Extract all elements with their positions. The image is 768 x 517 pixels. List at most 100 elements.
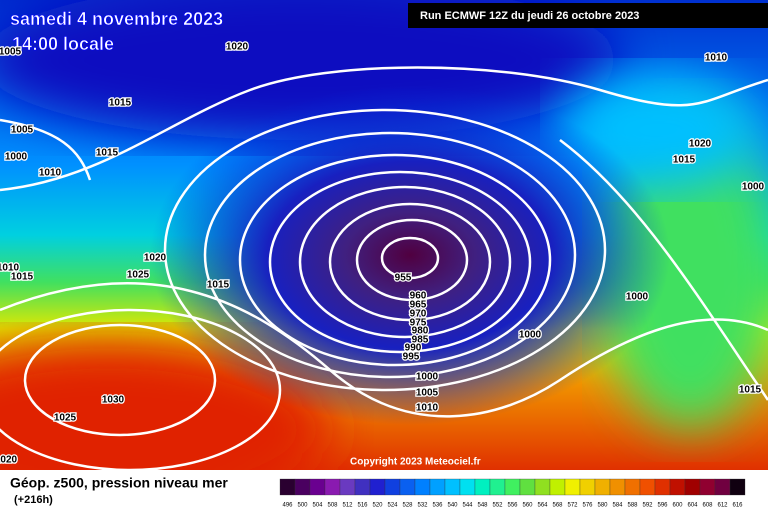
isobar-label: 1000 <box>416 372 439 383</box>
legend-swatch <box>594 478 611 496</box>
legend-label: 604 <box>687 503 698 509</box>
run-info: Run ECMWF 12Z du jeudi 26 octobre 2023 <box>420 10 639 22</box>
legend-swatch <box>339 478 356 496</box>
isobar-label: 1015 <box>11 272 34 283</box>
isobar-label: 975 <box>410 318 427 329</box>
isobar-label: 985 <box>412 335 429 346</box>
isobar-label: 990 <box>405 343 422 354</box>
isobar-label: 955 <box>395 273 412 284</box>
legend-label: 512 <box>342 503 353 509</box>
isobar-label: 1025 <box>127 270 150 281</box>
isobar-label: 1000 <box>626 292 649 303</box>
legend-label: 564 <box>537 503 548 509</box>
isobar-label: 1025 <box>54 413 77 424</box>
legend-label: 500 <box>297 503 308 509</box>
legend-label: 608 <box>702 503 713 509</box>
legend-swatch <box>429 478 446 496</box>
isobar-label: 1020 <box>226 42 249 53</box>
map-date: samedi 4 novembre 2023 <box>10 9 223 29</box>
legend-swatch <box>444 478 461 496</box>
footer-lead: (+216h) <box>14 494 53 506</box>
legend-label: 544 <box>462 503 473 509</box>
legend-swatch <box>684 478 701 496</box>
legend-label: 600 <box>672 503 683 509</box>
isobar-label: 1010 <box>39 168 62 179</box>
legend-label: 572 <box>567 503 578 509</box>
legend-label: 568 <box>552 503 563 509</box>
isobar-label: 1015 <box>739 385 762 396</box>
isobar-label: 1015 <box>207 280 230 291</box>
isobar-label: 970 <box>410 309 427 320</box>
isobar-label: 1015 <box>673 155 696 166</box>
legend-swatch <box>294 478 311 496</box>
isobar-label: 1010 <box>416 403 439 414</box>
isobar-label: 1030 <box>102 395 125 406</box>
legend-swatch <box>729 478 746 496</box>
isobar-label: 1020 <box>689 139 712 150</box>
legend-swatch <box>309 478 326 496</box>
legend-swatch <box>279 478 296 496</box>
legend-swatch <box>624 478 641 496</box>
isobar-label: 1015 <box>109 98 132 109</box>
isobar-label: 1015 <box>96 148 119 159</box>
legend-label: 584 <box>612 503 623 509</box>
legend-swatch <box>474 478 491 496</box>
legend-label: 540 <box>447 503 458 509</box>
legend-swatch <box>654 478 671 496</box>
legend-label: 552 <box>492 503 503 509</box>
legend-label: 532 <box>417 503 428 509</box>
legend-swatch <box>714 478 731 496</box>
isobar-label: 1020 <box>0 455 18 466</box>
legend-label: 536 <box>432 503 443 509</box>
isobar-label: 1020 <box>144 253 167 264</box>
map-time: 14:00 locale <box>12 34 114 54</box>
legend-label: 548 <box>477 503 488 509</box>
legend-label: 560 <box>522 503 533 509</box>
legend-label: 576 <box>582 503 593 509</box>
legend-swatch <box>384 478 401 496</box>
legend-label: 524 <box>387 503 398 509</box>
legend-label: 580 <box>597 503 608 509</box>
legend-swatch <box>534 478 551 496</box>
isobar-label: 1010 <box>0 263 20 274</box>
legend-swatch <box>639 478 656 496</box>
legend-swatch <box>579 478 596 496</box>
legend-swatch <box>399 478 416 496</box>
legend-label: 504 <box>312 503 323 509</box>
legend-swatch <box>414 478 431 496</box>
legend-swatch <box>504 478 521 496</box>
legend-label: 596 <box>657 503 668 509</box>
copyright: Copyright 2023 Meteociel.fr <box>350 457 481 468</box>
legend-label: 528 <box>402 503 413 509</box>
legend-label: 556 <box>507 503 518 509</box>
legend-swatch <box>324 478 341 496</box>
legend-swatch <box>699 478 716 496</box>
isobar-label: 1000 <box>519 330 542 341</box>
legend-label: 612 <box>717 503 728 509</box>
legend-label: 508 <box>327 503 338 509</box>
isobar-label: 965 <box>410 300 427 311</box>
legend-label: 588 <box>627 503 638 509</box>
legend-label: 516 <box>357 503 368 509</box>
legend-swatch <box>459 478 476 496</box>
isobar-label: 1000 <box>742 182 765 193</box>
legend-swatch <box>669 478 686 496</box>
legend-label: 496 <box>282 503 293 509</box>
footer-title: Géop. z500, pression niveau mer <box>10 475 228 491</box>
isobar-label: 1010 <box>705 53 728 64</box>
isobar-label: 980 <box>412 326 429 337</box>
isobar-label: 1000 <box>5 152 28 163</box>
legend-swatch <box>549 478 566 496</box>
isobar-label: 1005 <box>0 47 22 58</box>
legend-swatch <box>519 478 536 496</box>
legend-swatch <box>354 478 371 496</box>
isobar-label: 960 <box>410 291 427 302</box>
legend-swatch <box>609 478 626 496</box>
legend-swatch <box>489 478 506 496</box>
legend-label: 520 <box>372 503 383 509</box>
legend-swatch <box>564 478 581 496</box>
legend-swatch <box>369 478 386 496</box>
isobar-label: 1005 <box>416 388 439 399</box>
isobar-label: 995 <box>403 352 420 363</box>
